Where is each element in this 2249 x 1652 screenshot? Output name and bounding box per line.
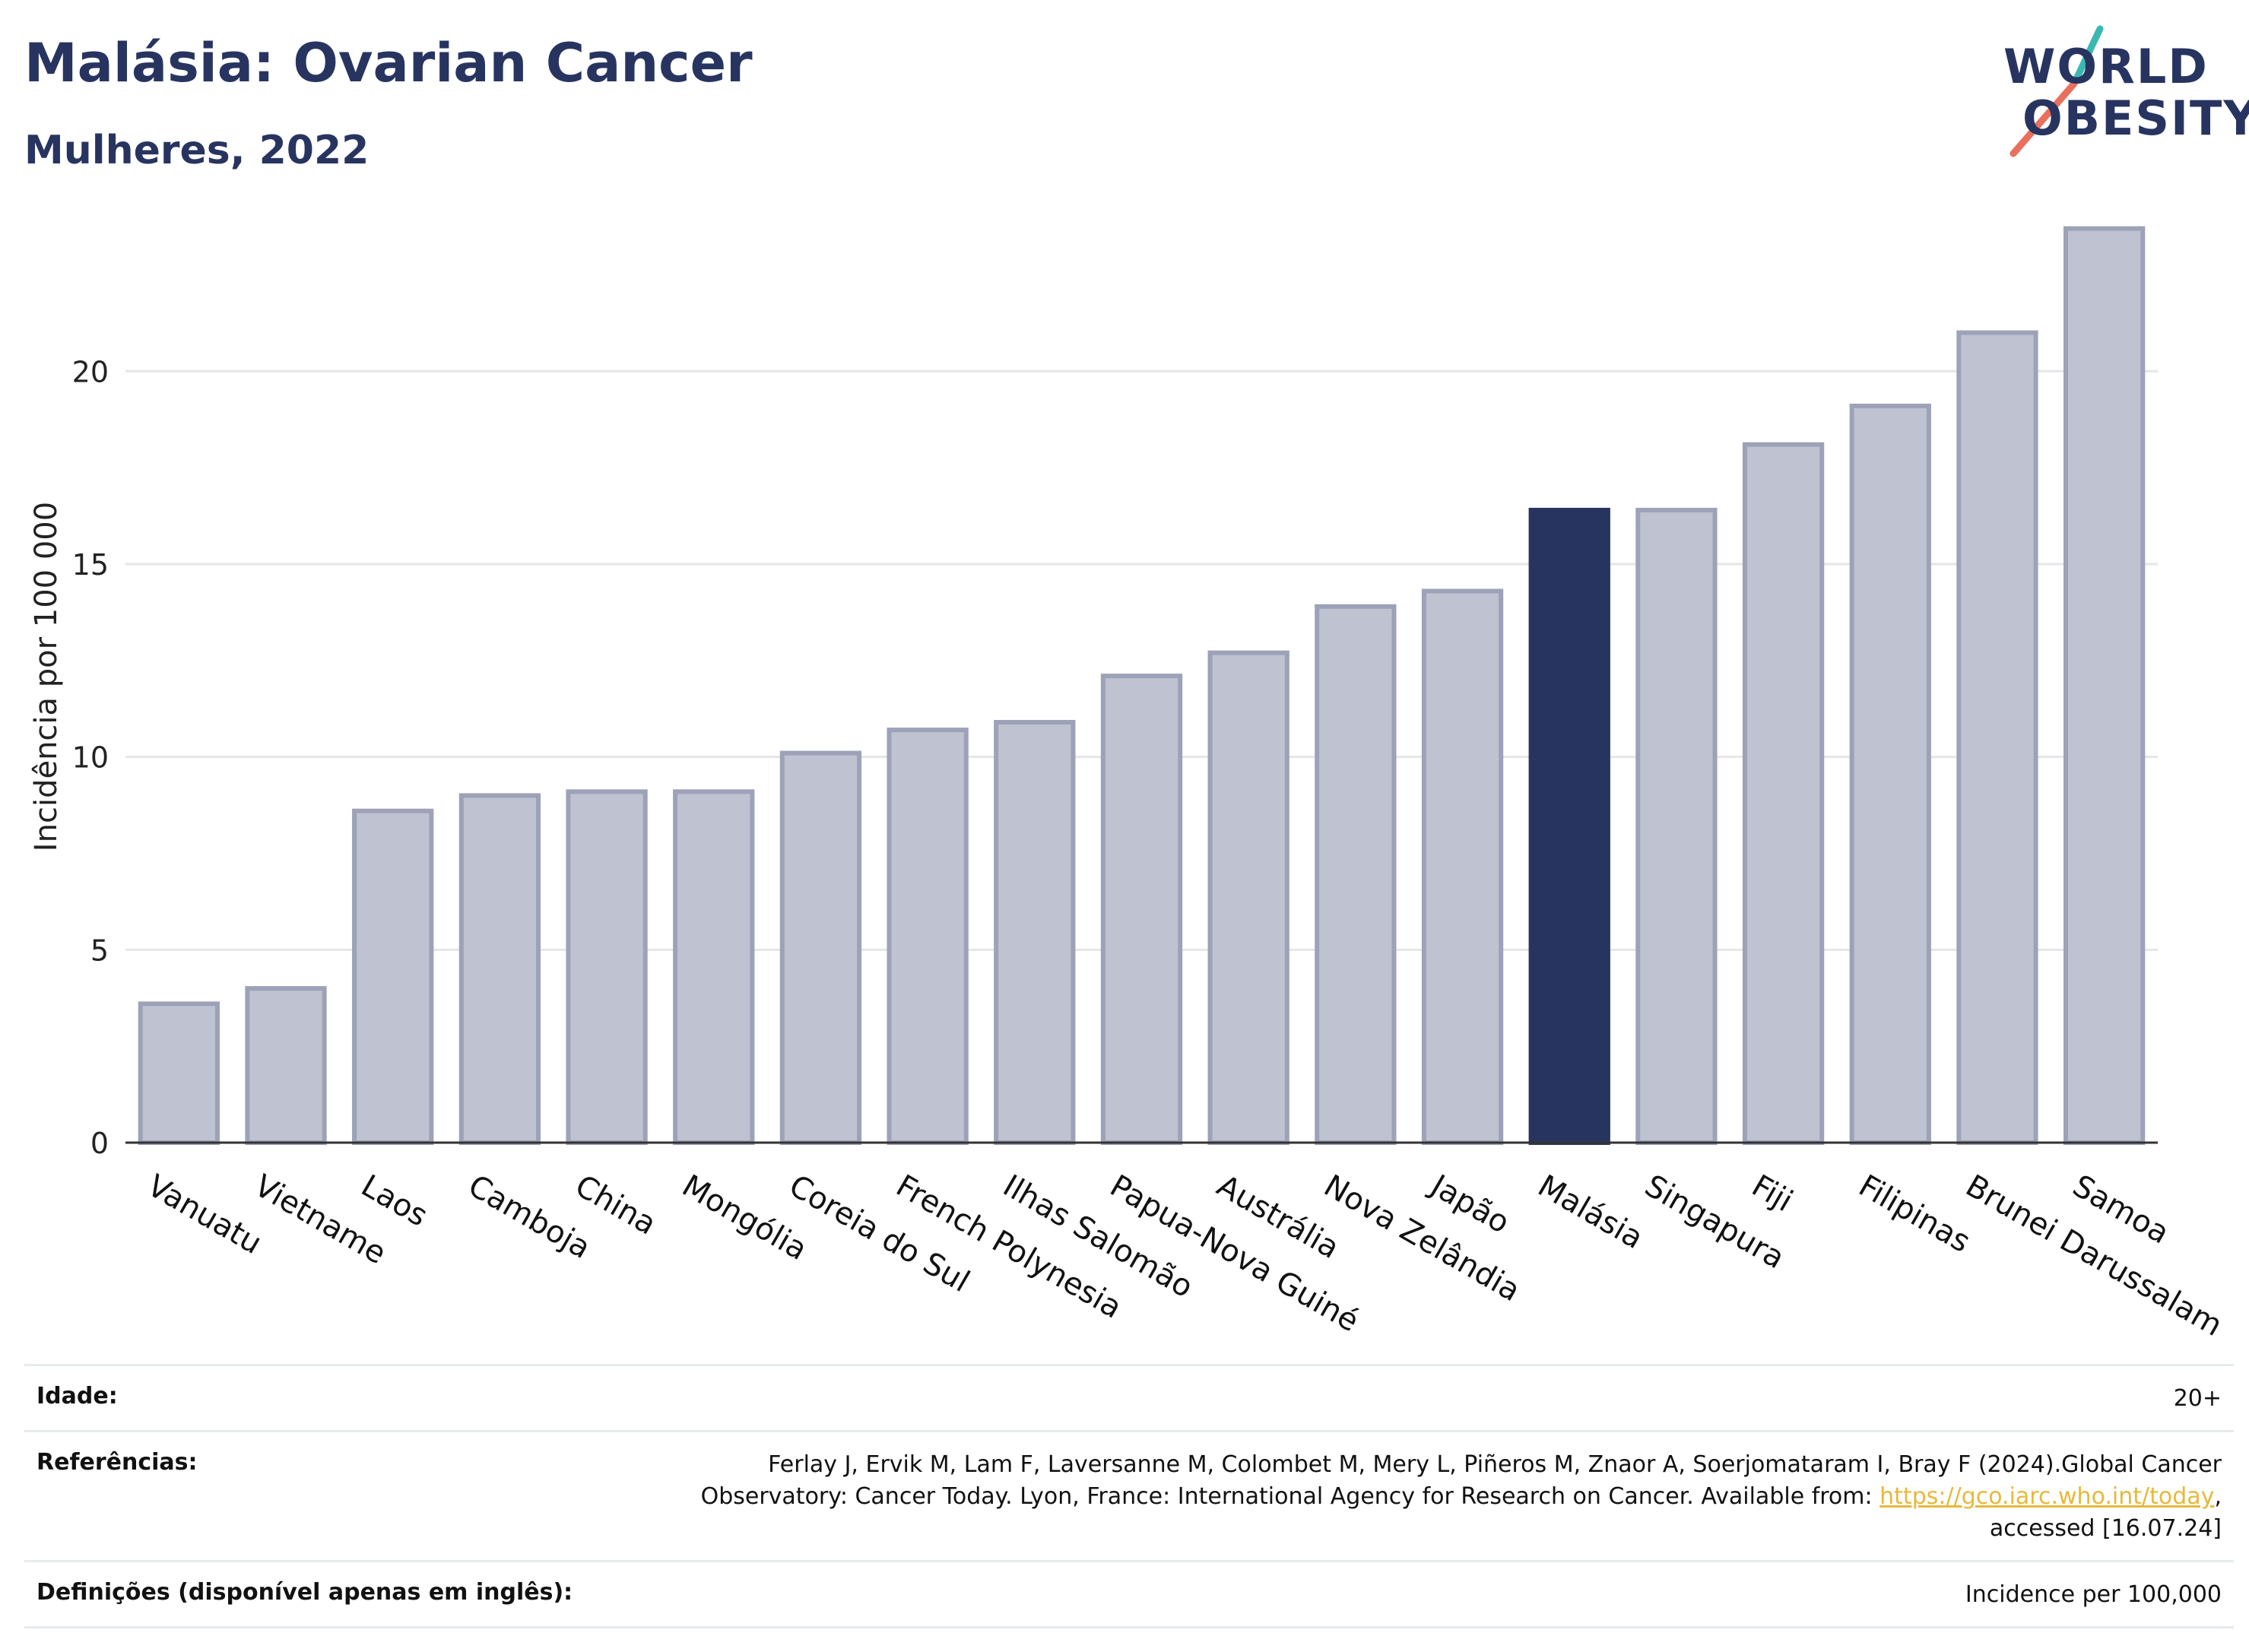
- x-tick-label: Coreia do Sul: [783, 1168, 975, 1300]
- definitions-value: Incidence per 100,000: [1965, 1581, 2222, 1608]
- chart-subtitle: Mulheres, 2022: [24, 128, 370, 173]
- logo-word-world: WORLD: [2003, 39, 2209, 94]
- bar: [1849, 403, 1931, 1145]
- references-label: Referências:: [36, 1449, 198, 1476]
- world-obesity-logo: WORLD OBESITY: [1992, 23, 2249, 160]
- references-value: Ferlay J, Ervik M, Lam F, Laversanne M, …: [701, 1449, 2222, 1545]
- bar: [994, 719, 1076, 1145]
- age-value: 20+: [2173, 1385, 2222, 1412]
- bar: [673, 789, 755, 1145]
- footer-row-references: Referências: Ferlay J, Ervik M, Lam F, L…: [24, 1430, 2234, 1560]
- reference-line-2: Observatory: Cancer Today. Lyon, France:…: [700, 1483, 1880, 1510]
- definitions-label: Definições (disponível apenas em inglês)…: [36, 1579, 573, 1606]
- bar: [458, 793, 541, 1145]
- bar: [138, 1001, 220, 1145]
- y-tick-label: 5: [90, 934, 109, 967]
- y-axis-label: Incidência por 100 000: [29, 502, 64, 851]
- bar: [245, 986, 327, 1146]
- x-tick-label: Laos: [355, 1168, 433, 1234]
- x-tick-label: Vanuatu: [141, 1168, 268, 1261]
- bar: [1635, 507, 1718, 1145]
- footer-row-age: Idade: 20+: [24, 1364, 2234, 1430]
- footer-row-definitions: Definições (disponível apenas em inglês)…: [24, 1560, 2234, 1628]
- x-tick-label: Malásia: [1532, 1168, 1649, 1256]
- bar: [1207, 650, 1289, 1145]
- x-tick-label: Fiji: [1746, 1168, 1798, 1219]
- reference-line-3: accessed [16.07.24]: [1989, 1515, 2222, 1542]
- bar: [1956, 330, 2038, 1146]
- x-tick-label: Filipinas: [1853, 1168, 1976, 1260]
- reference-line-1: Ferlay J, Ervik M, Lam F, Laversanne M, …: [768, 1451, 2222, 1478]
- chart-title: Malásia: Ovarian Cancer: [24, 32, 753, 94]
- bars: [138, 226, 2146, 1146]
- bar: [352, 808, 434, 1145]
- reference-comma: ,: [2214, 1483, 2222, 1510]
- bar: [1421, 588, 1504, 1145]
- reference-link[interactable]: https://gco.iarc.who.int/today: [1879, 1483, 2215, 1510]
- y-tick-label: 15: [72, 548, 109, 582]
- bar: [887, 728, 969, 1145]
- bar: [566, 789, 648, 1145]
- logo-word-obesity: OBESITY: [2022, 90, 2249, 146]
- bar-highlighted: [1528, 507, 1610, 1145]
- age-label: Idade:: [36, 1383, 118, 1409]
- bar: [1742, 442, 1825, 1145]
- x-tick-label: Camboja: [462, 1168, 596, 1266]
- logo-slash-icon: [2010, 25, 2104, 157]
- bar: [1315, 604, 1397, 1145]
- bar: [779, 750, 862, 1145]
- y-tick-label: 20: [72, 355, 109, 388]
- bar: [1100, 674, 1183, 1145]
- y-tick-label: 10: [72, 741, 109, 775]
- y-tick-label: 0: [90, 1127, 109, 1160]
- bar: [2063, 226, 2146, 1145]
- chart-footer: Idade: 20+ Referências: Ferlay J, Ervik …: [24, 1364, 2234, 1628]
